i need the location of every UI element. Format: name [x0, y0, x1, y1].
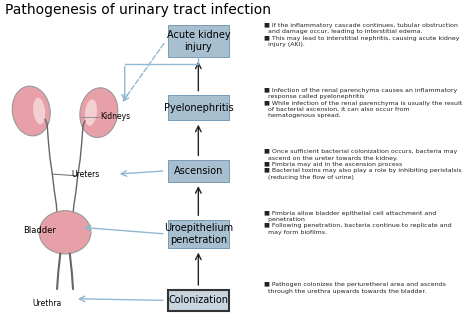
FancyBboxPatch shape: [167, 289, 229, 311]
Text: Uroepithelium
penetration: Uroepithelium penetration: [164, 223, 233, 245]
Text: Pyelonephritis: Pyelonephritis: [164, 103, 233, 113]
Text: ■ Pathogen colonizes the periuretheral area and ascends
  through the urethra up: ■ Pathogen colonizes the periuretheral a…: [264, 282, 446, 293]
Text: Pathogenesis of urinary tract infection: Pathogenesis of urinary tract infection: [5, 3, 272, 17]
Text: ■ Fimbria allow bladder epithelial cell attachment and
  penetration
■ Following: ■ Fimbria allow bladder epithelial cell …: [264, 211, 452, 235]
Ellipse shape: [39, 211, 91, 254]
Ellipse shape: [85, 99, 97, 126]
Ellipse shape: [33, 98, 46, 124]
Text: Colonization: Colonization: [168, 295, 228, 306]
Text: Ascension: Ascension: [173, 166, 223, 176]
Text: Ureters: Ureters: [71, 170, 99, 179]
Text: Bladder: Bladder: [23, 226, 55, 235]
Text: Kidneys: Kidneys: [100, 112, 130, 121]
Ellipse shape: [80, 88, 118, 138]
FancyBboxPatch shape: [167, 220, 229, 248]
Text: ■ Infection of the renal parenchyma causes an inflammatory
  response called pye: ■ Infection of the renal parenchyma caus…: [264, 88, 462, 118]
Ellipse shape: [12, 86, 50, 136]
Text: ■ If the inflammatory cascade continues, tubular obstruction
  and damage occur,: ■ If the inflammatory cascade continues,…: [264, 23, 459, 47]
Text: Urethra: Urethra: [33, 299, 62, 308]
Text: Acute kidney
injury: Acute kidney injury: [166, 30, 230, 52]
Text: ■ Once sufficient bacterial colonization occurs, bacteria may
  ascend on the ur: ■ Once sufficient bacterial colonization…: [264, 149, 462, 180]
FancyBboxPatch shape: [167, 25, 229, 57]
FancyBboxPatch shape: [167, 160, 229, 182]
FancyBboxPatch shape: [167, 95, 229, 120]
